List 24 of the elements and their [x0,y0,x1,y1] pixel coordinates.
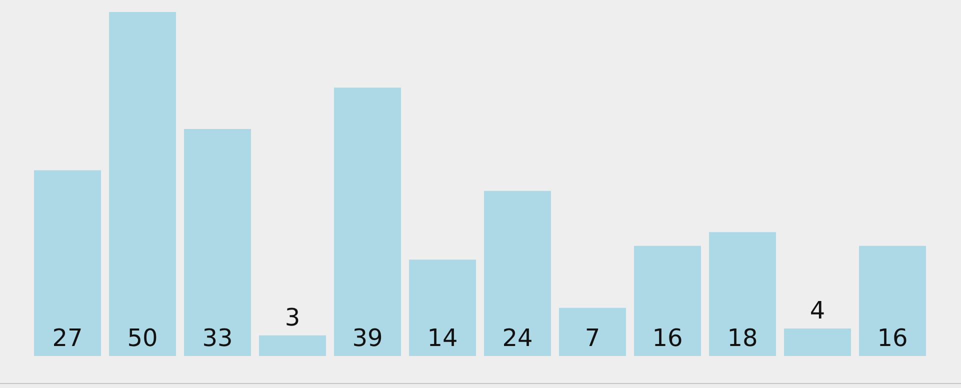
data-label: 7 [584,324,600,352]
bar [109,12,176,356]
bar [184,128,251,356]
data-label: 39 [352,324,383,352]
data-label: 50 [127,324,158,352]
bar [859,246,926,356]
bar [634,246,701,356]
data-label: 4 [810,296,826,324]
bar [709,232,776,356]
data-label: 18 [727,324,758,352]
bar [559,308,626,356]
data-label: 24 [502,324,533,352]
bar [34,170,101,356]
bar [484,190,551,356]
bar [259,335,326,356]
bar [409,260,476,356]
data-label: 14 [427,324,458,352]
data-label: 16 [877,324,908,352]
data-label: 16 [652,324,683,352]
data-label: 27 [52,324,83,352]
data-label: 3 [284,303,300,332]
data-label: 33 [202,324,233,352]
bar [334,88,401,356]
bar [784,328,851,356]
